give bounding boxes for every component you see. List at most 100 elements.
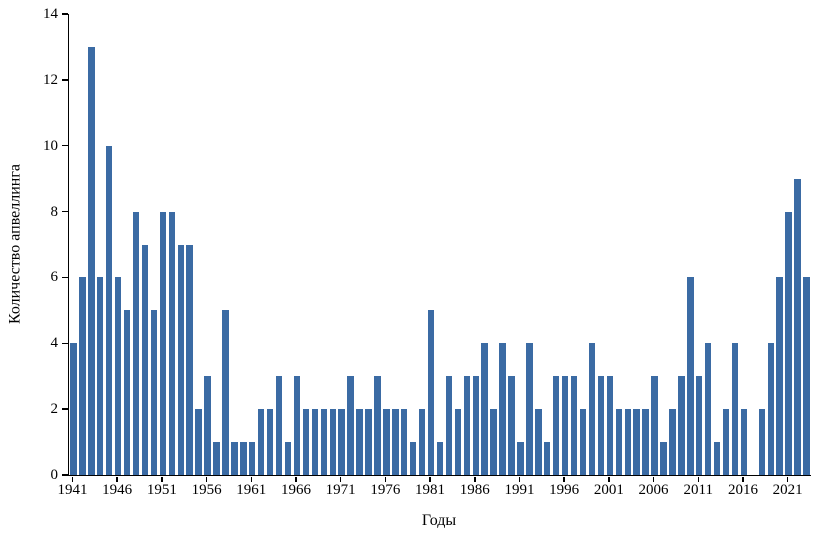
bar-1965 [284, 442, 292, 475]
bar-2015 [731, 343, 739, 475]
bar-1967 [302, 409, 310, 475]
bar-1993 [535, 409, 542, 475]
bar-1958 [222, 310, 229, 475]
x-tick-mark [474, 477, 476, 482]
x-tick-mark [652, 477, 655, 482]
bar-1979 [409, 442, 417, 475]
y-tick-mark [62, 276, 68, 279]
bar-1969 [320, 409, 327, 475]
x-tick-mark [384, 477, 387, 482]
bar-2000 [597, 376, 605, 475]
x-tick-mark [116, 477, 118, 482]
bar-1989 [499, 343, 506, 475]
bar-1962 [257, 409, 265, 475]
bar-2020 [776, 277, 783, 475]
y-tick-label-8: 8 [50, 203, 59, 220]
bar-2023 [803, 277, 810, 475]
bar-1980 [418, 409, 426, 475]
x-tick-mark [71, 477, 74, 482]
plot-area [68, 14, 811, 476]
bar-1987 [481, 343, 488, 475]
bar-1971 [338, 409, 345, 475]
bar-1959 [231, 442, 238, 475]
bar-2005 [642, 409, 649, 475]
bar-1942 [79, 277, 86, 475]
bar-1999 [588, 343, 596, 475]
x-tick-mark [339, 477, 342, 482]
bar-1990 [508, 376, 515, 475]
bar-1988 [490, 409, 497, 475]
bar-1984 [454, 409, 462, 475]
bar-1966 [293, 376, 301, 475]
bar-1956 [204, 376, 211, 475]
bar-1996 [561, 376, 569, 475]
x-tick-mark [205, 477, 208, 482]
bar-1991 [517, 442, 524, 475]
x-tick-label-1981: 1981 [415, 482, 446, 498]
bar-1968 [311, 409, 319, 475]
bar-1950 [150, 310, 158, 475]
bar-1985 [463, 376, 471, 475]
y-tick-mark [62, 474, 68, 476]
bar-1981 [427, 310, 435, 475]
bar-1946 [114, 277, 122, 475]
x-tick-label-1951: 1951 [146, 482, 177, 498]
x-tick-mark [429, 477, 431, 482]
bar-1951 [159, 211, 167, 475]
bar-1982 [436, 442, 444, 475]
bar-1961 [249, 442, 256, 475]
bar-1983 [445, 376, 453, 475]
y-tick-label-14: 14 [43, 6, 58, 22]
bar-1986 [472, 376, 479, 475]
bar-1970 [329, 409, 336, 475]
bar-1977 [392, 409, 399, 475]
bar-2001 [606, 376, 614, 475]
bar-1975 [374, 376, 381, 475]
bar-1952 [168, 211, 175, 475]
bar-2018 [758, 409, 766, 475]
x-tick-label-1946: 1946 [102, 482, 133, 498]
bar-1974 [365, 409, 372, 475]
bar-2012 [704, 343, 712, 475]
bar-1998 [579, 409, 587, 475]
bar-1949 [141, 244, 149, 475]
y-tick-label-6: 6 [50, 269, 59, 286]
bar-1944 [97, 277, 104, 475]
y-tick-label-4: 4 [50, 335, 59, 352]
bar-1964 [275, 376, 283, 475]
x-tick-mark [742, 477, 744, 482]
y-tick-mark [62, 342, 68, 345]
bar-1997 [570, 376, 578, 475]
x-tick-label-1971: 1971 [325, 482, 356, 498]
bar-2014 [722, 409, 730, 475]
bar-1957 [213, 442, 220, 475]
bar-2007 [660, 442, 667, 475]
y-tick-label-2: 2 [50, 401, 59, 418]
bar-1948 [132, 211, 140, 475]
x-tick-label-2011: 2011 [683, 482, 713, 498]
bar-2008 [669, 409, 676, 475]
x-axis-title: Годы [421, 512, 457, 529]
bar-1954 [186, 244, 193, 475]
bar-1978 [401, 409, 408, 475]
y-tick-label-0: 0 [50, 467, 59, 483]
bar-1973 [356, 409, 363, 475]
x-tick-label-1996: 1996 [549, 482, 580, 498]
x-tick-mark [786, 477, 789, 482]
y-tick-label-12: 12 [43, 71, 58, 88]
bar-2019 [767, 343, 774, 475]
x-tick-label-1966: 1966 [280, 482, 311, 498]
x-tick-label-1986: 1986 [459, 482, 490, 498]
y-tick-mark [62, 210, 68, 213]
bar-2009 [678, 376, 685, 475]
bar-1963 [266, 409, 274, 475]
x-tick-mark [608, 477, 610, 482]
x-tick-label-1991: 1991 [504, 482, 535, 498]
bar-2006 [651, 376, 658, 475]
bar-2010 [687, 277, 694, 475]
bar-1945 [106, 145, 113, 475]
x-tick-label-2006: 2006 [638, 482, 669, 498]
bar-1953 [177, 244, 184, 475]
bar-2002 [615, 409, 622, 475]
y-tick-label-10: 10 [43, 137, 58, 154]
